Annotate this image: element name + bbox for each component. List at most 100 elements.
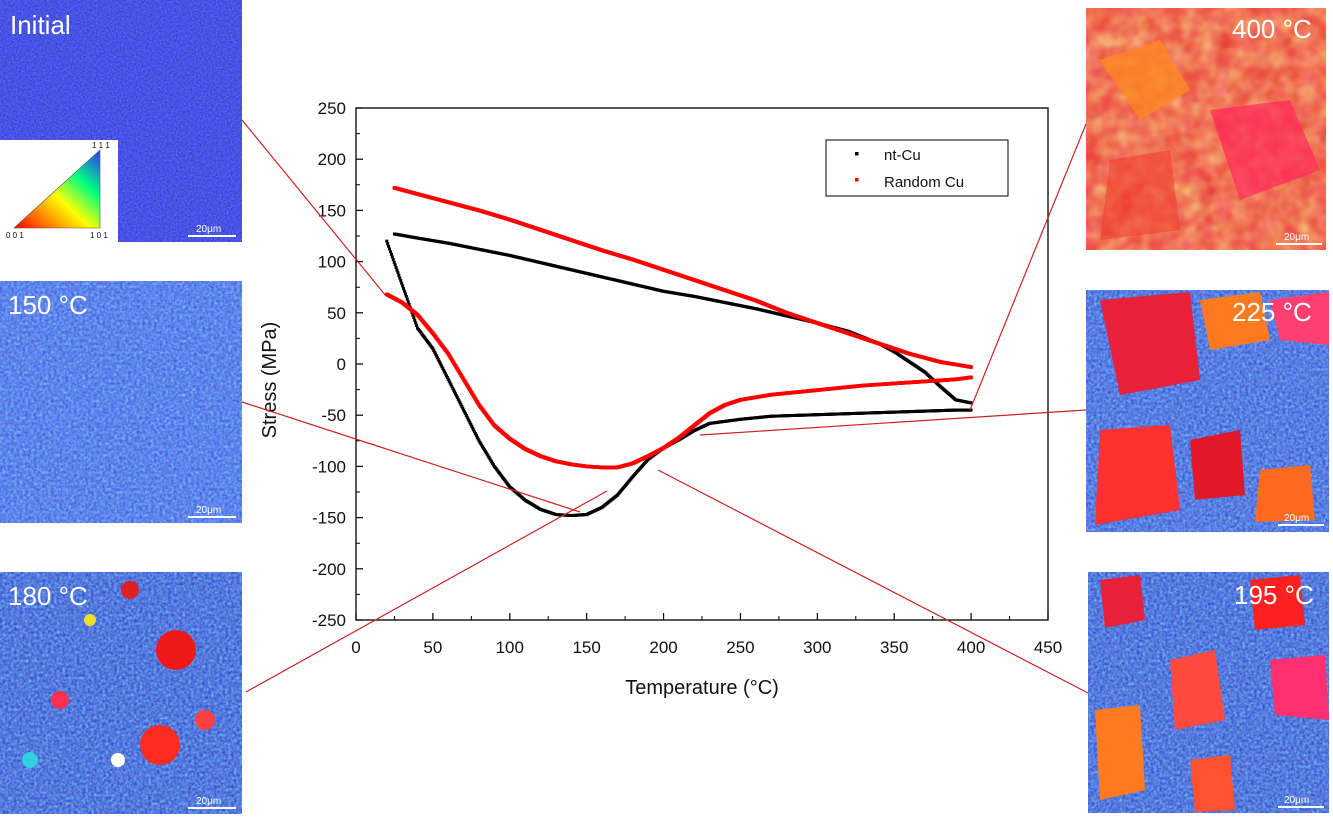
- scale-label: 20μm: [196, 796, 221, 807]
- ipf-label-111: 1 1 1: [92, 141, 110, 150]
- data-point: [405, 297, 409, 301]
- data-point: [488, 457, 492, 461]
- y-tick-label: 50: [327, 304, 346, 323]
- panel-225C: 225 °C 20μm: [1086, 290, 1329, 532]
- data-point: [395, 268, 399, 272]
- data-point: [433, 350, 437, 354]
- y-axis: 250 200 150 100 50 0 -50 -100 -150 -200 -250: [312, 99, 363, 630]
- data-point: [399, 279, 403, 283]
- series-nt-cu: [385, 232, 973, 518]
- data-point: [394, 266, 398, 269]
- data-point: [462, 408, 466, 412]
- data-point: [458, 401, 462, 405]
- stress-temperature-chart: 250 200 150 100 50 0 -50 -100 -150 -200 -250 0 50 10…: [259, 99, 1062, 699]
- data-point: [447, 379, 451, 383]
- data-point: [455, 395, 459, 399]
- data-point: [444, 374, 448, 378]
- data-point: [457, 399, 461, 403]
- data-point: [471, 426, 475, 430]
- data-point: [461, 406, 465, 410]
- data-point: [387, 244, 391, 248]
- panel-150C: 150 °C 20μm: [0, 281, 242, 523]
- panel-label: 225 °C: [1232, 297, 1312, 327]
- data-point: [452, 388, 456, 392]
- data-point: [438, 361, 442, 365]
- data-point: [485, 452, 489, 456]
- data-point: [388, 250, 392, 254]
- y-tick-label: -150: [312, 509, 346, 528]
- data-point: [396, 271, 400, 275]
- data-point: [435, 356, 439, 360]
- data-point: [385, 239, 389, 243]
- data-point: [392, 186, 397, 190]
- data-point: [449, 383, 453, 387]
- data-point: [474, 433, 478, 437]
- data-point: [468, 421, 472, 425]
- data-point: [442, 368, 446, 372]
- data-point: [453, 390, 457, 394]
- panel-label: Initial: [10, 10, 71, 40]
- series-layer: [384, 186, 973, 518]
- y-tick-label: -200: [312, 560, 346, 579]
- data-point: [490, 460, 494, 464]
- data-point: [444, 372, 448, 376]
- data-point: [476, 437, 480, 441]
- data-point: [402, 287, 406, 291]
- panel-195C: 195 °C 20μm: [1088, 572, 1329, 813]
- data-point: [440, 365, 444, 369]
- data-point: [400, 281, 404, 285]
- data-point: [403, 292, 407, 296]
- scale-label: 20μm: [1284, 232, 1309, 243]
- ipf-label-001: 0 0 1: [6, 231, 24, 240]
- data-point: [406, 300, 410, 304]
- panel-initial: Initial 1 1 1 0 0 1 1 0 1 20μm: [0, 0, 242, 242]
- data-point: [469, 423, 473, 427]
- panel-400C: 400 °C 20μm: [1086, 8, 1326, 250]
- y-tick-label: -100: [312, 457, 346, 476]
- connector-180C: [245, 490, 608, 693]
- x-tick-label: 300: [803, 638, 831, 657]
- data-point: [441, 367, 445, 371]
- x-tick-label: 0: [351, 638, 360, 657]
- y-tick-label: -250: [312, 611, 346, 630]
- data-point: [482, 446, 486, 450]
- data-point: [443, 370, 447, 374]
- data-point: [451, 386, 455, 390]
- data-point: [386, 242, 390, 246]
- legend: nt-Cu Random Cu: [825, 139, 1009, 197]
- data-point: [475, 435, 479, 439]
- data-point: [450, 385, 454, 389]
- ipf-label-101: 1 0 1: [90, 231, 108, 240]
- x-tick-label: 200: [649, 638, 677, 657]
- panel-label: 180 °C: [8, 581, 88, 611]
- data-point: [413, 318, 417, 322]
- data-point: [445, 376, 449, 380]
- data-point: [439, 363, 443, 367]
- x-tick-label: 350: [880, 638, 908, 657]
- data-point: [389, 252, 393, 256]
- data-point: [473, 430, 476, 434]
- data-point: [432, 348, 436, 352]
- data-point: [465, 415, 469, 419]
- data-point: [415, 324, 419, 328]
- panel-180C: 180 °C 20μm: [0, 572, 242, 814]
- data-point: [463, 412, 467, 416]
- x-axis: 0 50 100 150 200 250 300 350 400 450: [351, 613, 1062, 657]
- data-point: [481, 445, 485, 449]
- data-point: [388, 247, 392, 251]
- data-point: [402, 289, 406, 293]
- data-point: [487, 455, 491, 459]
- x-tick-label: 50: [423, 638, 442, 657]
- data-point: [483, 449, 487, 453]
- data-point: [459, 403, 463, 407]
- connector-lines: [241, 119, 1089, 694]
- series-random-cu: [384, 186, 973, 470]
- data-point: [397, 273, 401, 277]
- y-tick-label: 150: [318, 201, 346, 220]
- data-point: [456, 397, 460, 401]
- y-tick-label: 0: [337, 355, 346, 374]
- y-axis-title: Stress (MPa): [259, 322, 281, 439]
- y-tick-label: 250: [318, 99, 346, 118]
- data-point: [454, 392, 457, 396]
- data-point: [407, 302, 411, 306]
